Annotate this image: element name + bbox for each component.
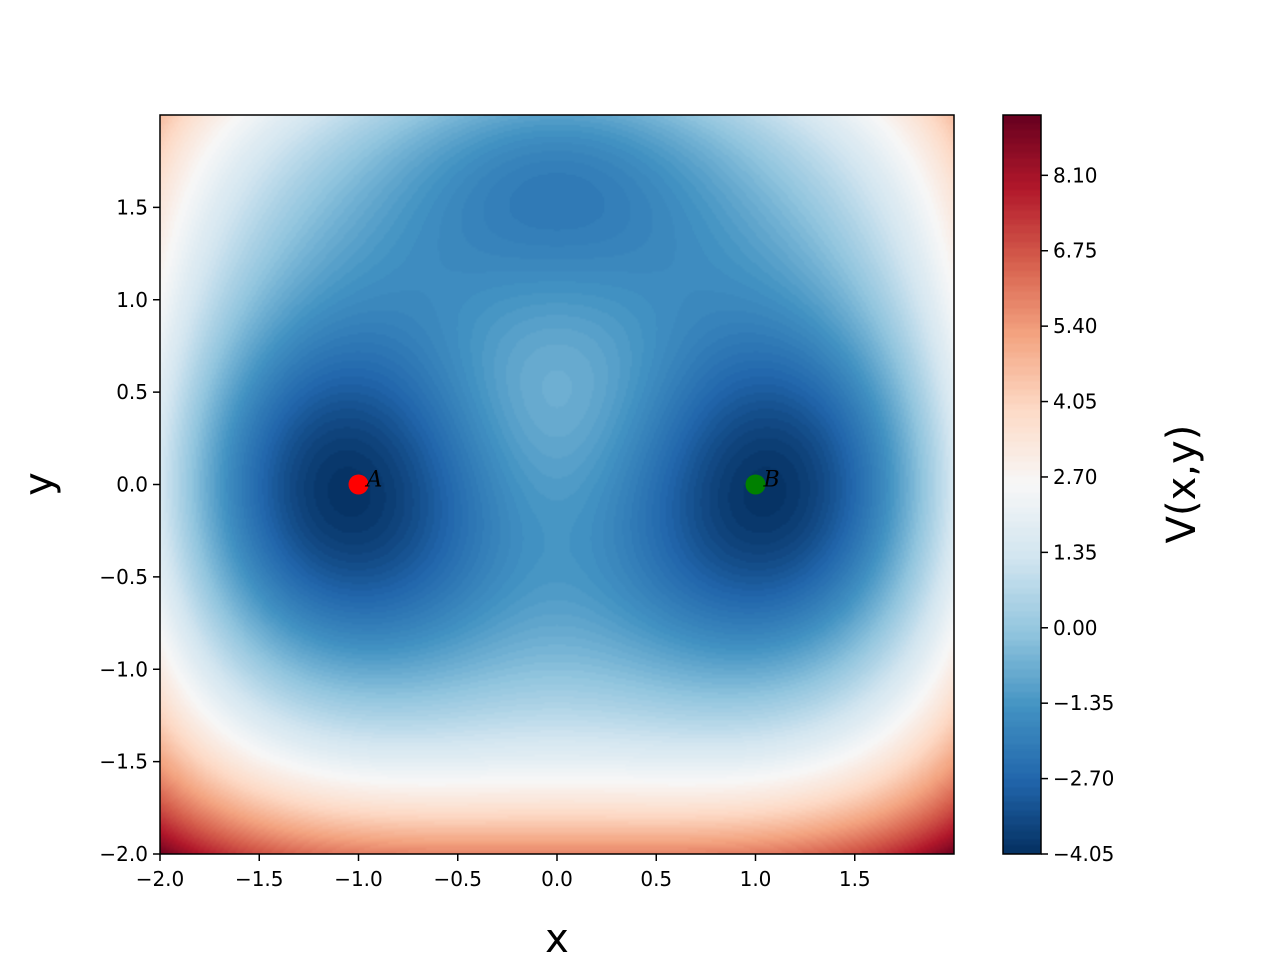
point-b-label: B: [763, 468, 780, 493]
colorbar-tick-label: 4.05: [1053, 390, 1098, 414]
y-tick-label: 1.0: [116, 288, 148, 312]
colorbar: [1002, 114, 1042, 855]
colorbar-frame: [1002, 114, 1042, 855]
x-tick-label: −1.5: [235, 867, 284, 891]
x-tick-label: 0.5: [640, 867, 672, 891]
colorbar-tick-label: 0.00: [1053, 616, 1098, 640]
colorbar-tick-label: 2.70: [1053, 465, 1098, 489]
x-axis-title: x: [545, 916, 569, 960]
y-axis-ticks: −2.0 −1.5 −1.0 −0.5 0.0 0.5 1.0 1.5: [99, 195, 160, 866]
x-tick-label: 1.5: [839, 867, 871, 891]
colorbar-gradient: [1003, 115, 1041, 854]
y-axis-title: y: [16, 472, 62, 496]
y-tick-label: 1.5: [116, 195, 148, 219]
potential-heatmap: [160, 115, 954, 854]
heatmap-plot-area: [159, 114, 955, 855]
point-a-marker: [348, 474, 369, 495]
y-tick-label: −1.5: [99, 750, 148, 774]
y-tick-label: −1.0: [99, 657, 148, 681]
colorbar-tick-label: −1.35: [1053, 691, 1114, 715]
x-tick-label: 0.0: [541, 867, 573, 891]
x-tick-label: −1.0: [334, 867, 383, 891]
x-tick-label: 1.0: [740, 867, 772, 891]
colorbar-tick-label: 8.10: [1053, 163, 1098, 187]
colorbar-tick-label: 5.40: [1053, 314, 1098, 338]
colorbar-tick-label: 6.75: [1053, 239, 1098, 263]
colorbar-tick-label: 1.35: [1053, 540, 1098, 564]
colorbar-title: V(x,y): [1159, 425, 1205, 544]
x-tick-label: −2.0: [136, 867, 185, 891]
colorbar-tick-label: −2.70: [1053, 767, 1114, 791]
y-tick-label: −2.0: [99, 842, 148, 866]
y-tick-label: 0.0: [116, 473, 148, 497]
colorbar-tick-label: −4.05: [1053, 842, 1114, 866]
x-tick-label: −0.5: [433, 867, 482, 891]
y-tick-label: 0.5: [116, 380, 148, 404]
x-axis-ticks: −2.0 −1.5 −1.0 −0.5 0.0 0.5 1.0 1.5: [136, 854, 871, 891]
y-tick-label: −0.5: [99, 565, 148, 589]
colorbar-ticks: −4.05 −2.70 −1.35 0.00 1.35 2.70 4.05 5.40 6.75 8…: [1041, 163, 1114, 866]
point-b-marker: [745, 474, 766, 495]
point-a-label: A: [365, 468, 383, 493]
